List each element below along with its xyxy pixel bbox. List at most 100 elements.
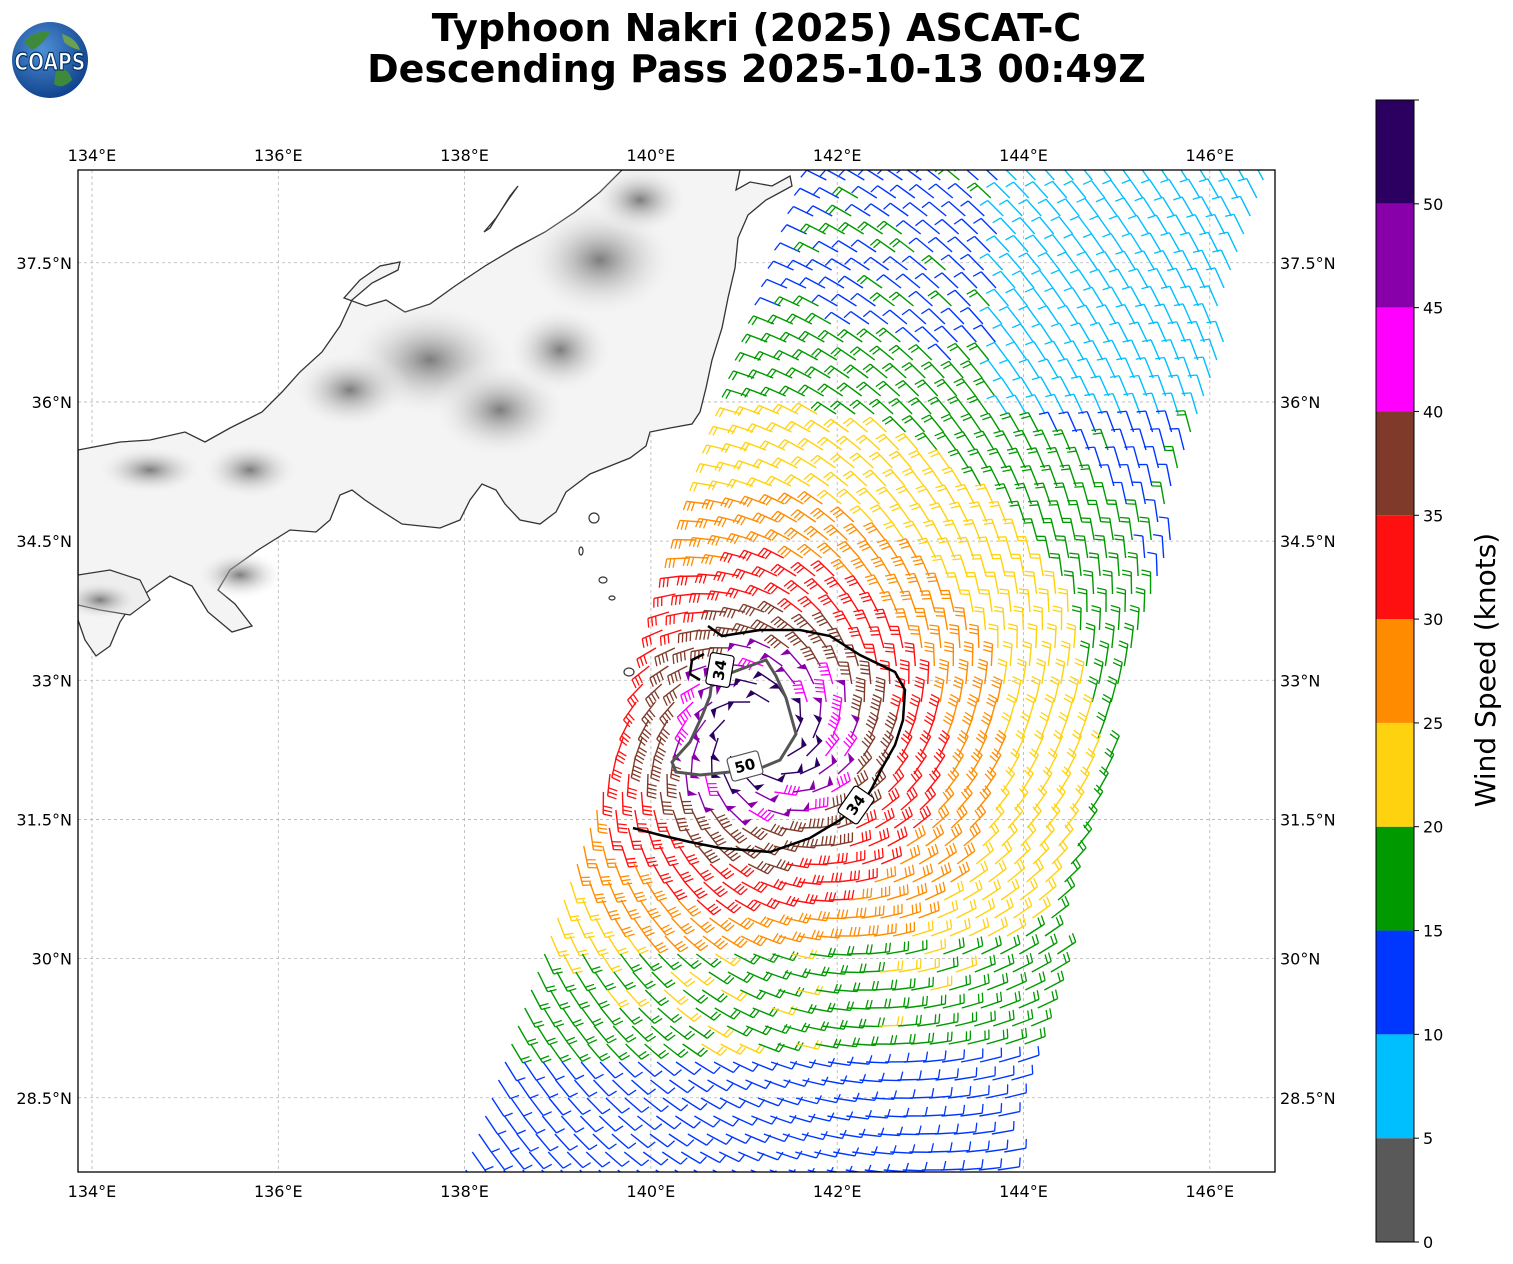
- wind-barb: [844, 575, 867, 595]
- wind-barb: [854, 980, 879, 991]
- wind-barb: [968, 973, 990, 991]
- map-title-line-1: Typhoon Nakri (2025) ASCAT-C: [431, 6, 1082, 50]
- wind-barb: [1005, 234, 1029, 253]
- wind-barb: [713, 1115, 740, 1127]
- wind-barb: [987, 972, 1009, 991]
- wind-barb: [883, 521, 905, 541]
- wind-barb: [536, 1025, 558, 1046]
- wind-barb: [947, 448, 970, 469]
- wind-barb: [922, 1050, 947, 1063]
- wind-barb: [631, 1079, 656, 1095]
- wind-barb: [725, 1133, 752, 1145]
- wind-barb: [898, 1014, 922, 1027]
- wind-barb: [744, 584, 771, 597]
- wind-barb: [1129, 374, 1148, 397]
- wind-barb: [899, 844, 921, 865]
- wind-barb: [841, 963, 867, 974]
- wind-barb: [805, 258, 832, 271]
- wind-barb: [939, 589, 955, 613]
- wind-barb: [671, 917, 695, 935]
- wind-barb: [927, 290, 952, 307]
- wind-barb: [1193, 356, 1211, 379]
- wind-barb: [701, 498, 728, 510]
- wind-barb: [1231, 195, 1251, 217]
- wind-barb: [875, 327, 901, 343]
- wind-barb: [886, 884, 909, 901]
- wind-barb: [911, 555, 930, 577]
- wind-barb: [954, 606, 968, 631]
- wind-barb: [1018, 305, 1041, 325]
- wind-barb: [998, 199, 1023, 217]
- wind-barb: [1071, 428, 1090, 451]
- wind-barb: [1218, 178, 1239, 199]
- wind-barb: [1123, 392, 1141, 415]
- contour-label-34-south: 34: [837, 785, 875, 825]
- wind-barb: [760, 332, 787, 343]
- wind-barb: [915, 1124, 941, 1135]
- wind-barb: [924, 938, 947, 955]
- wind-barb: [680, 683, 701, 705]
- wind-barb: [993, 953, 1015, 973]
- wind-barb: [944, 823, 963, 847]
- wind-barb: [784, 420, 811, 433]
- wind-barb: [1006, 915, 1027, 937]
- wind-barb: [805, 855, 831, 866]
- wind-barb: [856, 487, 880, 505]
- wind-barb: [1060, 640, 1071, 667]
- wind-barb: [829, 453, 855, 469]
- wind-barb: [688, 1079, 715, 1093]
- wind-barb: [1147, 551, 1158, 577]
- wind-barb: [993, 170, 1017, 181]
- wind-barb: [1108, 552, 1120, 577]
- wind-barb: [879, 1016, 904, 1027]
- wind-barb: [1051, 375, 1072, 397]
- wind-barb: [1115, 250, 1137, 271]
- wind-barb: [816, 983, 842, 994]
- wind-barb: [1064, 802, 1080, 829]
- wind-barb: [817, 662, 834, 685]
- wind-barb: [655, 1115, 682, 1130]
- wind-barb: [946, 289, 971, 307]
- wind-barb: [1037, 198, 1061, 217]
- wind-barb: [764, 475, 792, 487]
- wind-barb: [1206, 320, 1225, 343]
- wind-barb: [948, 501, 969, 523]
- wind-barb: [932, 748, 946, 775]
- wind-barb: [651, 971, 676, 989]
- wind-barb: [1141, 569, 1152, 595]
- wind-barb: [921, 254, 947, 271]
- wind-barb: [636, 647, 657, 669]
- wind-barb: [949, 624, 961, 649]
- wind-barb: [797, 384, 825, 397]
- wind-barb: [1076, 304, 1098, 325]
- wind-barb: [1012, 376, 1034, 397]
- wind-barb: [816, 436, 843, 451]
- wind-barb: [678, 845, 700, 866]
- wind-barb: [838, 170, 865, 181]
- wind-barb: [566, 1151, 591, 1169]
- wind-barb: [1147, 267, 1168, 289]
- wind-barb: [602, 791, 613, 817]
- wind-barb: [684, 881, 708, 899]
- wind-barb: [1031, 952, 1052, 973]
- wind-barb: [791, 893, 818, 905]
- colorbar-bin-35-40: [1376, 411, 1414, 516]
- wind-barb: [650, 1079, 676, 1095]
- wind-barb: [974, 483, 994, 505]
- wind-barb: [1038, 877, 1057, 901]
- wind-barb: [979, 1047, 1003, 1063]
- wind-barb: [714, 407, 742, 418]
- sado-island: [483, 185, 519, 233]
- wind-barb: [1032, 429, 1052, 451]
- wind-barb: [621, 845, 638, 868]
- wind-barb: [615, 737, 627, 765]
- wind-barb: [747, 916, 774, 928]
- wind-barb: [973, 170, 998, 181]
- wind-barb: [1104, 622, 1115, 649]
- wind-barb: [1155, 356, 1173, 379]
- wind-barb: [899, 902, 922, 919]
- wind-barb: [580, 1061, 604, 1080]
- wind-barb: [599, 1061, 624, 1079]
- wind-barb: [842, 470, 868, 487]
- wind-barb: [709, 719, 726, 743]
